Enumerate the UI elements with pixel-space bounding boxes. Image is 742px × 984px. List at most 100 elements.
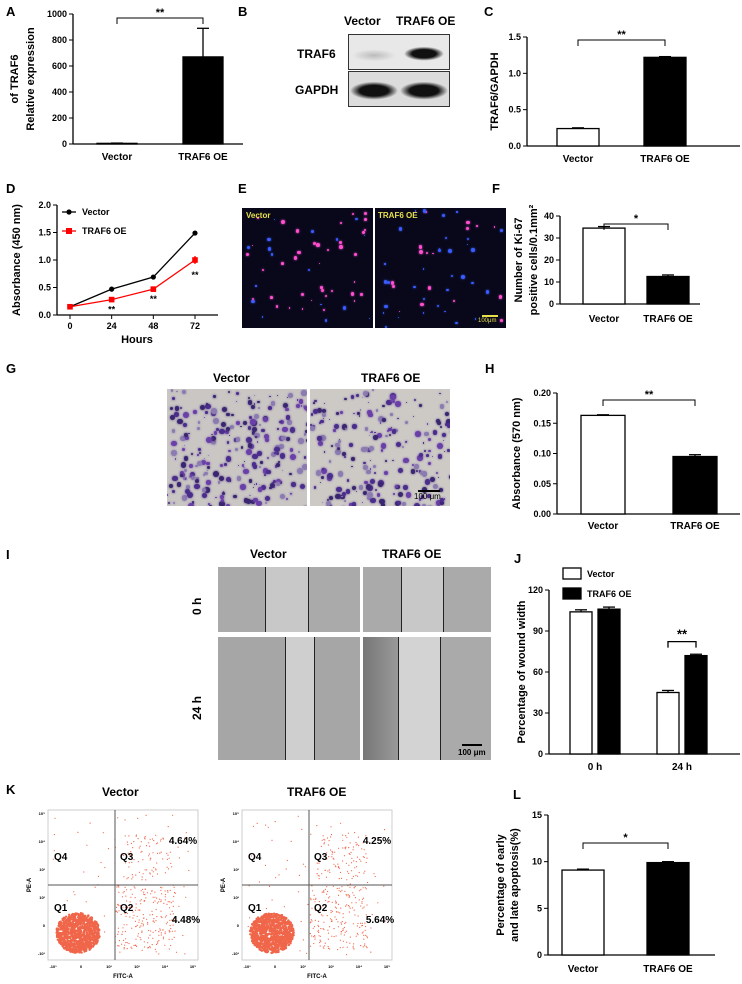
flow-event-dot [265,945,268,948]
flow-event-dot [342,860,344,862]
flow-event-dot [70,931,73,935]
flow-event-dot [165,893,167,896]
flow-event-dot [331,853,333,855]
flow-event-dot [103,915,105,917]
flow-y-tick-label: 10³ [39,867,45,872]
cell-dot [253,497,258,503]
cell-dot [270,452,276,458]
flow-event-dot [53,834,56,836]
flow-event-dot [174,917,176,920]
cell-dot [264,473,266,476]
transwell-scale-label: 100 μm [414,492,441,501]
flow-event-dot [154,900,156,902]
flow-event-dot [313,942,315,945]
flow-event-dot [143,917,145,919]
cell-dot [367,410,372,415]
panel-label-f: F [492,181,500,196]
flow-event-dot [253,940,256,943]
cell-dot [368,434,370,437]
flow-event-dot [89,946,93,950]
cell-dot [256,500,262,506]
flow-event-dot [143,893,145,895]
flow-event-dot [154,948,156,950]
cell-dot [380,449,384,452]
flow-event-dot [335,866,337,868]
flow-event-dot [96,928,100,931]
d-y-axis-title: Absorbance (450 nm) [11,204,23,316]
flow-event-dot [147,922,149,924]
flow-event-dot [329,896,331,898]
cell-dot [240,445,244,449]
flow-event-dot [71,914,74,917]
cell-dot [200,405,206,411]
flow-event-dot [104,866,106,869]
flow-event-dot [263,914,266,918]
flow-event-dot [60,932,63,935]
cell-dot [259,465,261,468]
d-y-tick-label: 0.5 [38,283,51,293]
flow-event-dot [116,911,118,913]
flow-event-dot [365,888,367,890]
flow-event-dot [91,938,95,941]
flow-event-dot [333,858,335,860]
flow-event-dot [124,886,126,889]
flow-event-dot [166,866,168,868]
flow-event-dot [131,874,133,876]
cell-dot [202,493,208,499]
cell-dot [321,501,323,503]
d-point [108,296,115,303]
flow-event-dot [136,915,138,917]
j-legend-label: Vector [587,569,615,579]
cell-dot [228,435,230,437]
flow-event-dot [141,850,143,852]
flow-event-dot [158,931,160,933]
cell-dot [373,471,377,475]
cell-dot [186,485,190,489]
cell-dot [339,241,342,244]
cell-dot [245,498,252,505]
cell-dot [252,464,257,469]
cell-dot [242,420,247,425]
flow-event-dot [327,946,329,948]
j-bar [569,611,593,755]
flow-y-tick-label: 10³ [233,867,239,872]
cell-dot [240,484,246,490]
flow-event-dot [73,944,76,948]
cell-dot [437,443,444,450]
cell-dot [300,292,304,296]
flow-event-dot [129,901,131,903]
flow-event-dot [258,881,261,883]
cell-dot [350,395,354,399]
flow-event-dot [80,945,84,948]
flow-event-dot [343,934,345,936]
flow-event-dot [183,837,186,839]
cell-dot [267,237,272,242]
j-bar [684,654,708,755]
flow-event-dot [60,926,63,929]
cell-dot [170,450,177,457]
cell-dot [341,451,346,456]
cell-dot [259,424,262,427]
cell-dot [339,222,342,224]
flow-event-dot [80,912,83,915]
cell-dot [170,389,174,393]
if-scale-label: 100μm [478,318,497,324]
flow-event-dot [353,860,355,862]
flow-event-dot [329,948,331,950]
flow-event-dot [166,852,168,855]
cell-dot [319,482,322,484]
cell-dot [224,463,228,466]
wound-scale-bar [462,744,482,746]
flow-event-dot [259,948,263,952]
flow-event-dot [346,879,348,881]
cell-dot [453,300,456,303]
flow-event-dot [342,946,344,949]
flow-event-dot [126,841,128,843]
cell-dot [372,465,376,469]
flow-event-dot [320,914,323,916]
flow-event-dot [150,930,152,932]
flow-event-dot [349,896,351,898]
j-significance-bracket [667,640,697,648]
flow-event-dot [251,936,254,940]
cell-dot [172,501,176,505]
